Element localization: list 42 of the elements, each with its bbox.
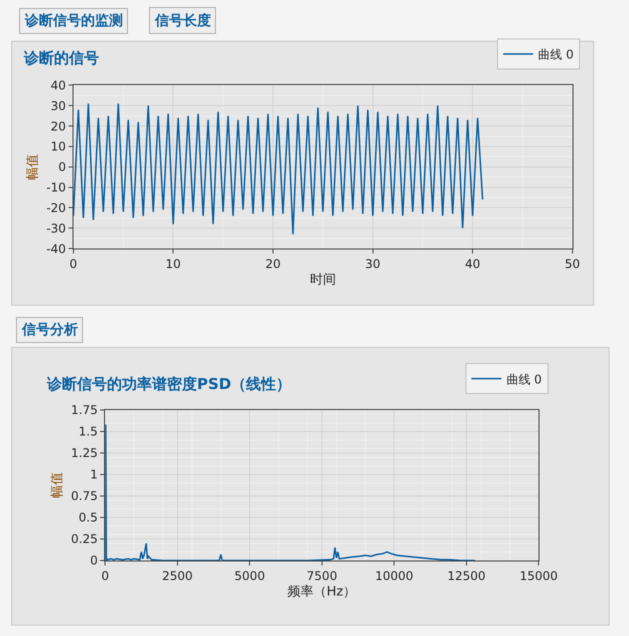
text: 信号长度 <box>154 12 211 29</box>
y-tick-label: -30 <box>46 221 66 236</box>
y-tick-label: 0 <box>90 554 98 568</box>
x-axis-title: 频率（Hz） <box>288 584 356 600</box>
y-tick-label: -40 <box>46 242 66 256</box>
y-tick-label: 30 <box>50 98 66 113</box>
y-axis-title: 幅值 <box>25 154 40 180</box>
y-tick-label: 0.75 <box>71 489 98 504</box>
y-tick-label: 0.25 <box>71 532 98 546</box>
y-axis-title: 幅值 <box>50 472 65 498</box>
legend-label: 曲线 0 <box>506 372 542 386</box>
y-tick-label: 1.75 <box>71 403 98 418</box>
x-tick-label: 5000 <box>234 568 265 583</box>
chart-title: 诊断信号的功率谱密度PSD（线性） <box>46 375 292 393</box>
x-tick-label: 50 <box>564 256 580 271</box>
x-tick-label: 7500 <box>306 568 338 583</box>
text: 信号分析 <box>21 322 78 338</box>
x-tick-label: 12500 <box>447 568 486 583</box>
x-tick-label: 10000 <box>375 568 414 583</box>
x-tick-label: 15000 <box>520 568 558 583</box>
x-tick-label: 40 <box>464 256 480 271</box>
y-tick-label: 1.5 <box>78 424 98 439</box>
x-tick-label: 10 <box>166 256 181 271</box>
y-tick-label: 10 <box>50 140 66 154</box>
y-tick-label: 0.5 <box>78 510 98 525</box>
y-tick-label: 40 <box>50 78 66 92</box>
y-tick-label: 20 <box>50 119 66 134</box>
y-tick-label: 1.25 <box>71 446 98 460</box>
line-series <box>105 424 476 561</box>
chart-title: 诊断的信号 <box>23 49 99 67</box>
text: 诊断信号的监测 <box>24 13 123 29</box>
legend-label: 曲线 0 <box>538 48 574 62</box>
x-tick-label: 30 <box>365 256 380 271</box>
y-tick-label: -10 <box>46 180 66 195</box>
x-axis-title: 时间 <box>310 272 336 288</box>
y-tick-label: 0 <box>58 160 66 174</box>
x-tick-label: 2500 <box>162 568 193 583</box>
line-series <box>73 102 484 236</box>
y-tick-label: 1 <box>90 468 98 482</box>
y-tick-label: -20 <box>46 200 66 215</box>
x-tick-label: 0 <box>101 568 109 583</box>
x-tick-label: 20 <box>265 256 281 271</box>
